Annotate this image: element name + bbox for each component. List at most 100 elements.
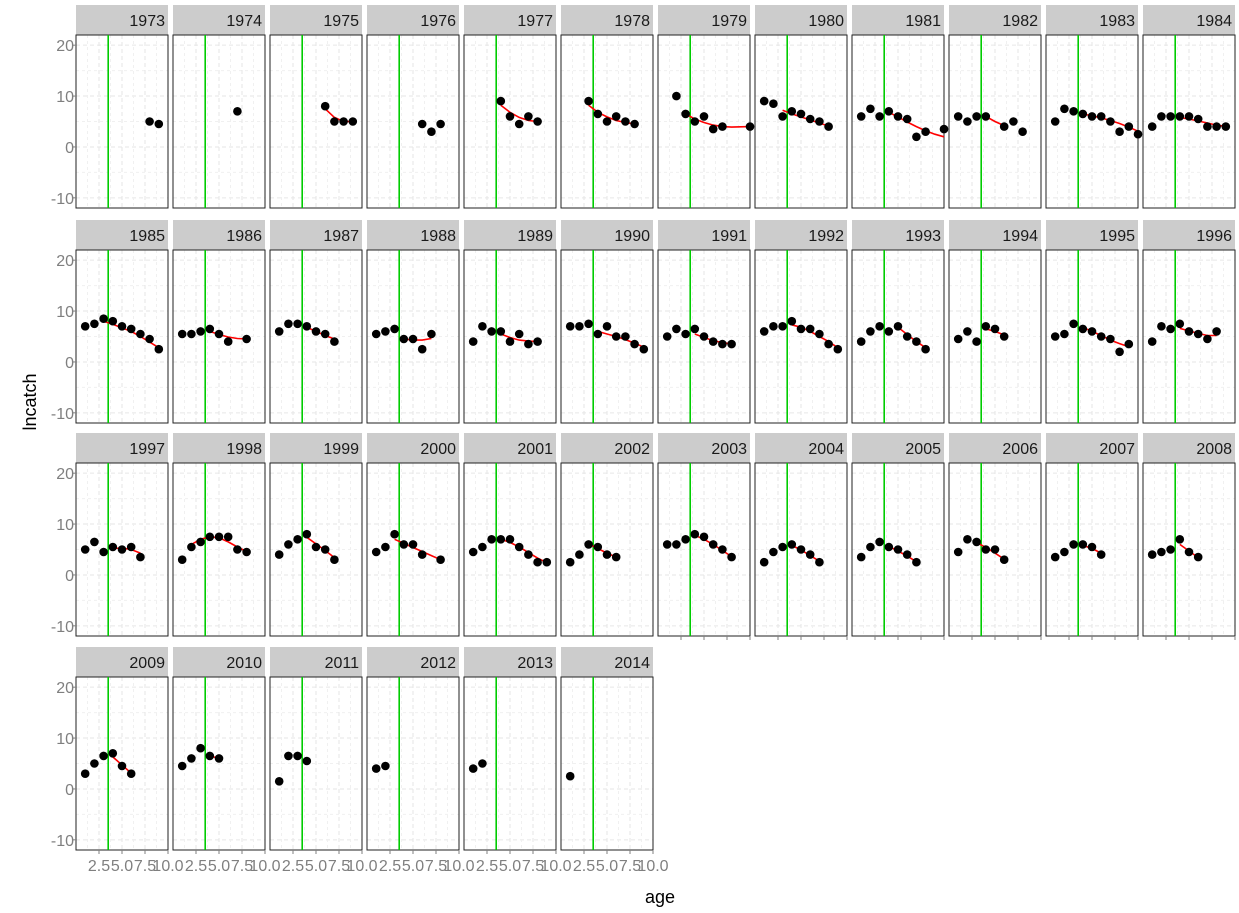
facet-strip [1143, 220, 1235, 250]
data-point [126, 324, 136, 334]
data-point [902, 114, 912, 124]
data-point [805, 550, 815, 559]
panel-border [657, 34, 751, 209]
panel-border [463, 462, 557, 637]
facet-year-label: 1996 [1196, 228, 1232, 245]
data-point [284, 319, 293, 329]
data-point [478, 542, 487, 552]
panel-border [754, 34, 848, 209]
facet-panel: 1975 [269, 5, 363, 209]
facet-strip [658, 220, 750, 250]
data-point [205, 751, 215, 761]
data-point [866, 327, 875, 336]
data-point [330, 117, 339, 126]
facet-year-label: 1983 [1099, 13, 1135, 30]
x-tick-label: 2.5 [185, 858, 207, 875]
data-point [1096, 112, 1106, 121]
facet-year-label: 1979 [711, 13, 747, 30]
data-point [769, 547, 778, 557]
panel-border [366, 249, 460, 424]
data-point [745, 122, 755, 131]
data-point [1050, 332, 1060, 341]
data-point [99, 751, 108, 761]
x-tick-label: 10.0 [443, 858, 474, 875]
data-point [999, 332, 1009, 341]
data-point [602, 550, 612, 559]
facet-panel: 1973 -10 0 10 20 [51, 5, 169, 209]
y-tick-label: 0 [65, 355, 74, 372]
data-point [436, 555, 445, 564]
data-point [233, 107, 242, 116]
data-point [815, 557, 824, 567]
facet-strip [76, 433, 168, 463]
data-point [524, 112, 533, 121]
data-point [981, 112, 991, 121]
panel-border [366, 34, 460, 209]
data-point [990, 324, 1000, 334]
data-point [417, 119, 427, 129]
data-point [468, 764, 478, 773]
data-point [496, 327, 506, 336]
facet-strip [76, 5, 168, 35]
facet-strip [949, 433, 1041, 463]
fit-line [976, 541, 1005, 560]
data-point [815, 329, 824, 339]
x-tick-label: 10.0 [346, 858, 377, 875]
data-point [514, 542, 524, 552]
facet-panel: 1996 [1142, 220, 1236, 424]
x-tick-label: 2.5 [476, 858, 498, 875]
data-point [1124, 122, 1134, 131]
facet-panel: 1995 [1045, 220, 1139, 424]
data-point [1184, 327, 1194, 336]
data-point [1157, 322, 1166, 331]
data-point [145, 117, 154, 126]
data-point [1147, 337, 1157, 346]
panel-border [75, 34, 169, 209]
facet-year-label: 2008 [1196, 441, 1232, 458]
data-point [274, 777, 284, 786]
data-point [1060, 329, 1069, 339]
x-axis: 2.5 5.0 7.510.0 2.5 5.0 7.510.0 2.5 5.0 7.510.0 2… [88, 636, 1236, 875]
data-point [893, 112, 903, 121]
facet-panel: 2012 [366, 647, 460, 851]
facet-strip [1143, 433, 1235, 463]
data-point [274, 550, 284, 559]
fit-line [112, 547, 141, 554]
data-point [778, 112, 787, 121]
data-point [408, 540, 418, 549]
data-point [293, 319, 302, 329]
data-point [542, 557, 552, 567]
data-point [611, 112, 621, 121]
panel-border [172, 34, 266, 209]
data-point [575, 322, 584, 331]
data-point [196, 537, 205, 547]
data-point [1115, 347, 1124, 357]
facet-panel: 2005 [851, 433, 945, 637]
facet-strip [367, 647, 459, 677]
data-point [805, 114, 815, 124]
data-point [223, 337, 233, 346]
facet-strip [270, 5, 362, 35]
x-tick-label: 5.0 [111, 858, 133, 875]
data-point [177, 555, 187, 564]
facet-panel: 2011 [269, 647, 363, 851]
panel-border [172, 462, 266, 637]
y-tick-label: 20 [56, 38, 74, 55]
data-point [759, 557, 769, 567]
data-point [487, 327, 496, 336]
facet-year-label: 1999 [323, 441, 359, 458]
panel-border [657, 249, 751, 424]
data-point [565, 322, 575, 331]
facet-year-label: 1995 [1099, 228, 1135, 245]
facet-panel: 1992 [754, 220, 848, 424]
facet-panel: 1974 [172, 5, 266, 209]
data-point [417, 550, 427, 559]
data-point [902, 332, 912, 341]
data-point [154, 344, 164, 354]
data-point [963, 327, 972, 336]
data-point [593, 109, 603, 119]
data-point [708, 337, 718, 346]
data-point [274, 327, 284, 336]
data-point [833, 344, 843, 354]
data-point [311, 327, 321, 336]
